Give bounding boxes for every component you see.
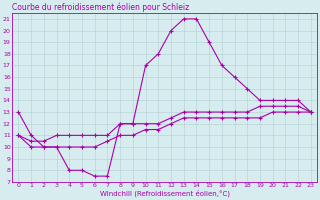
X-axis label: Windchill (Refroidissement éolien,°C): Windchill (Refroidissement éolien,°C) xyxy=(100,190,230,197)
Text: Courbe du refroidissement éolien pour Schleiz: Courbe du refroidissement éolien pour Sc… xyxy=(12,3,189,12)
